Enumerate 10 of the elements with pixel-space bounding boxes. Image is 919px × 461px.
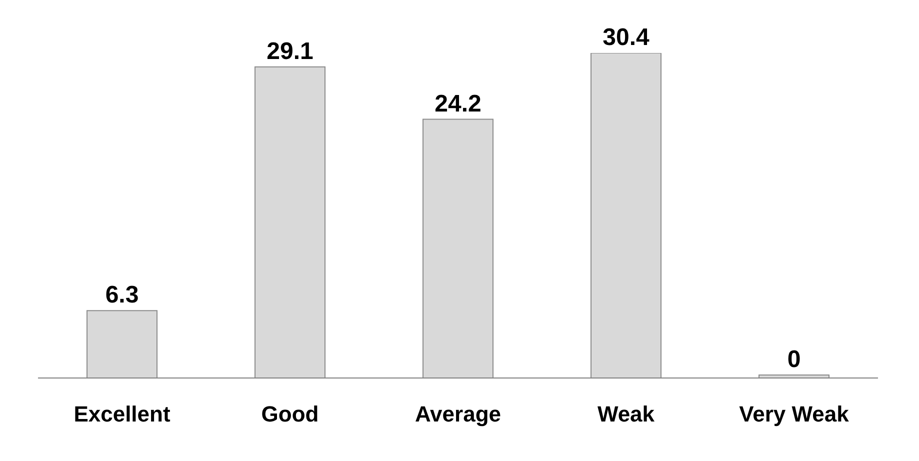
x-tick-label: Average (414, 402, 502, 427)
data-label: 0 (787, 346, 801, 373)
data-label: 30.4 (602, 24, 650, 51)
x-tick-label: Very Weak (739, 402, 850, 427)
x-tick-label: Weak (597, 402, 656, 427)
x-tick-label: Good (261, 402, 319, 427)
data-label: 29.1 (266, 38, 314, 65)
data-label: 6.3 (105, 282, 139, 309)
data-label: 24.2 (434, 90, 482, 118)
x-tick-label: Excellent (74, 402, 171, 427)
